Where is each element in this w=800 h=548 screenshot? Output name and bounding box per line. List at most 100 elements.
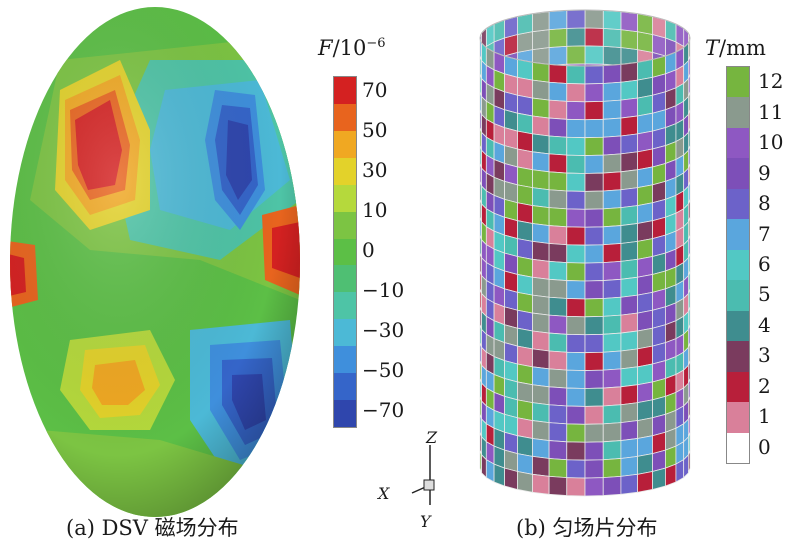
colorbar-b-segment xyxy=(727,97,749,128)
shim-tile xyxy=(532,97,550,119)
shim-tile-inner xyxy=(566,9,586,29)
shim-tile xyxy=(637,94,653,117)
shim-tile xyxy=(620,205,638,227)
colorbar-a-tick-label: −10 xyxy=(362,278,405,302)
colorbar-b-segment xyxy=(727,371,749,403)
shim-tile-inner xyxy=(620,29,638,51)
shim-tile xyxy=(566,280,586,300)
shim-tile xyxy=(637,76,653,99)
shim-tile xyxy=(637,327,653,350)
shim-tile-inner xyxy=(637,13,653,35)
shim-tile xyxy=(584,405,604,425)
shim-tile xyxy=(620,79,638,101)
colorbar-b-segment xyxy=(727,432,749,463)
shim-tile xyxy=(532,61,550,83)
shim-tile xyxy=(620,61,638,83)
shim-tile xyxy=(532,205,550,227)
shim-tile xyxy=(620,240,638,262)
shim-tile xyxy=(620,330,638,352)
shim-tile xyxy=(566,172,586,192)
shim-tile-inner xyxy=(584,9,604,29)
shim-tile xyxy=(637,238,653,260)
axes-triad-icon xyxy=(411,445,435,505)
shim-tile xyxy=(532,455,550,477)
colorbar-a-segment xyxy=(334,184,356,212)
colorbar-b-segment xyxy=(727,67,749,98)
shim-tile xyxy=(532,115,550,137)
shim-tile xyxy=(517,256,533,278)
shim-tile xyxy=(620,402,638,424)
shim-tile xyxy=(548,117,568,138)
shim-tile xyxy=(584,477,604,497)
shim-tile xyxy=(584,83,604,103)
shim-tile xyxy=(548,207,568,228)
shim-tile xyxy=(637,417,653,439)
colorbar-b-tick-label: 8 xyxy=(758,191,771,216)
colorbar-a-segment xyxy=(334,130,356,158)
shim-tile xyxy=(584,244,604,264)
colorbar-b-tick-label: 3 xyxy=(758,343,771,368)
shim-tile xyxy=(548,278,568,299)
shim-tile xyxy=(517,166,533,189)
shim-tile-inner xyxy=(532,11,550,33)
shim-tile xyxy=(566,154,586,174)
colorbar-a-tick-label: −50 xyxy=(362,358,405,382)
shim-tile xyxy=(532,187,550,209)
shim-tile-inner xyxy=(602,27,622,48)
shim-tile xyxy=(637,381,653,404)
shim-tile xyxy=(517,130,533,153)
shim-tile xyxy=(517,345,533,368)
colorbar-b-tick-label: 0 xyxy=(758,434,771,459)
shim-tile xyxy=(532,312,550,334)
shim-tile xyxy=(602,225,622,246)
shim-tile xyxy=(620,312,638,334)
shim-tile xyxy=(548,314,568,335)
shim-tile xyxy=(504,467,518,490)
shim-tile xyxy=(602,296,622,317)
shim-tile xyxy=(602,458,622,479)
shim-tile xyxy=(517,399,533,422)
shim-tile xyxy=(602,475,622,497)
shim-tile xyxy=(548,458,568,479)
shim-tile xyxy=(637,58,653,81)
shim-tile xyxy=(584,172,604,192)
shim-tile xyxy=(548,171,568,192)
shim-tile xyxy=(620,169,638,191)
shim-tile xyxy=(532,169,550,191)
colorbar-a-tick-label: −30 xyxy=(362,318,405,342)
shim-tile xyxy=(532,366,550,388)
shim-tile xyxy=(602,243,622,264)
shim-tile xyxy=(548,135,568,156)
shim-tile xyxy=(517,363,533,386)
shim-tile xyxy=(637,471,653,493)
shim-tile xyxy=(548,332,568,353)
shim-tile xyxy=(584,226,604,246)
shim-tile xyxy=(620,223,638,244)
colorbar-a-segment xyxy=(334,346,356,374)
colorbar-b-segment xyxy=(727,310,749,342)
shim-tile xyxy=(532,294,550,316)
colorbar-a-tick-label: 70 xyxy=(362,78,388,102)
shim-tile xyxy=(584,262,604,282)
shim-tile xyxy=(517,327,533,350)
shim-tile xyxy=(602,135,622,156)
dsv-field-ellipsoid xyxy=(10,7,300,517)
shim-tile-inner xyxy=(584,27,604,47)
shim-tile xyxy=(584,118,604,139)
shim-tile xyxy=(485,458,495,483)
shim-tile xyxy=(566,65,586,85)
shim-tile xyxy=(584,280,604,300)
shim-tile xyxy=(548,81,568,102)
shim-tile xyxy=(602,386,622,407)
colorbar-a-segment xyxy=(334,400,356,427)
cylinder-rim xyxy=(479,9,691,67)
shim-tile-inner xyxy=(548,9,568,31)
shim-tile xyxy=(602,314,622,335)
shim-tile xyxy=(584,298,604,318)
shim-tile-inner xyxy=(637,31,653,53)
colorbar-b-tick-label: 2 xyxy=(758,373,771,398)
shim-tile xyxy=(517,309,533,332)
colorbar-b-tick-label: 6 xyxy=(758,252,771,276)
shim-tile xyxy=(548,475,568,497)
shim-tile xyxy=(566,405,586,425)
